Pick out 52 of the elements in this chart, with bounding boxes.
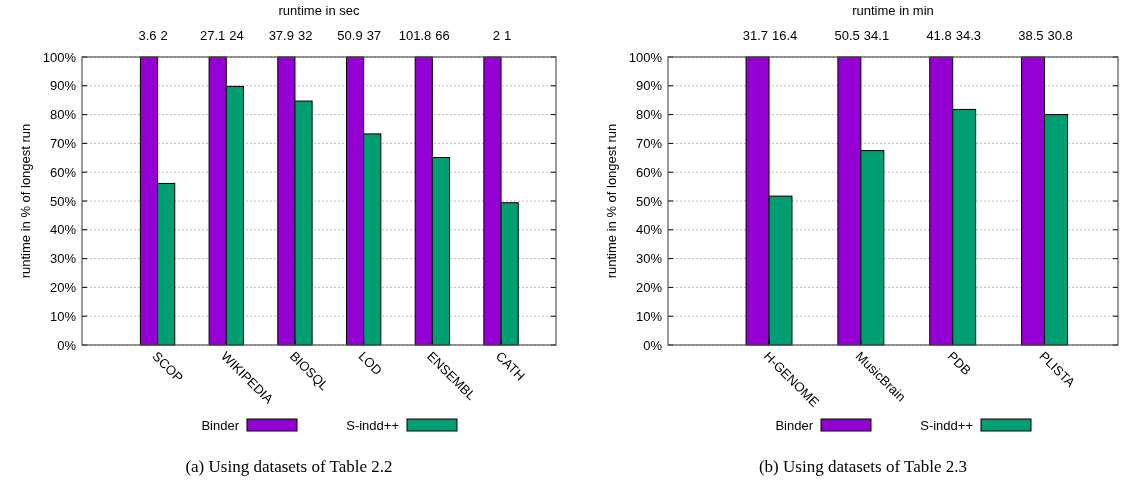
text: 2 [492,28,501,43]
y-tick-label: 100% [42,49,77,65]
y-tick-label: 100% [628,49,663,65]
y-tick-label: 60% [49,164,77,180]
text: 1 [504,28,512,43]
text: 37 [366,28,382,43]
legend-label: S-indd++ [920,417,973,433]
x2-axis-title: runtime in sec [278,3,360,18]
y-tick-label: 50% [49,193,77,209]
y-tick-label: 20% [635,279,663,295]
legend-label: S-indd++ [346,417,399,433]
y-tick-label: 50% [635,193,663,209]
y-tick-label: 10% [49,308,77,324]
y-tick-label: 80% [635,107,663,123]
text: 50.9 [337,28,363,43]
text: 32 [297,28,313,43]
y-tick-label: 70% [49,135,77,151]
text: 37.9 [268,28,294,43]
text: 16.4 [772,28,798,43]
text: 101.8 [398,28,432,43]
text: (b) Using datasets of Table 2.3 [758,457,968,476]
text: 66 [435,28,450,43]
y-tick-label: 40% [49,222,77,238]
text: 41.8 [926,28,952,43]
legend-label: Binder [201,417,240,433]
text: 50.5 [834,28,860,43]
text: 30.8 [1047,28,1073,43]
text: 27.1 [199,28,226,43]
y-axis-title: runtime in % of longest run [604,123,619,279]
y-tick-label: 90% [635,78,663,94]
y-tick-label: 10% [635,308,663,324]
text: 24 [229,28,244,43]
text: 31.7 [742,28,769,43]
y-axis-title: runtime in % of longest run [18,123,33,279]
y-tick-label: 80% [49,107,77,123]
y-tick-label: 70% [635,135,663,151]
y-tick-label: 90% [49,78,77,94]
text: 38.5 [1018,28,1044,43]
y-tick-label: 0% [57,337,77,353]
x2-axis-title: runtime in min [852,3,934,18]
text: 3.6 [138,28,157,43]
text: (a) Using datasets of Table 2.2 [185,457,393,476]
legend-label: Binder [775,417,814,433]
y-tick-label: 40% [635,222,663,238]
y-tick-label: 30% [49,251,77,267]
y-tick-label: 60% [635,164,663,180]
text: 34.3 [955,28,982,43]
text: 34.1 [863,28,890,43]
y-tick-label: 0% [643,337,663,353]
text: 2 [160,28,168,43]
y-tick-label: 20% [49,279,77,295]
y-tick-label: 30% [635,251,663,267]
